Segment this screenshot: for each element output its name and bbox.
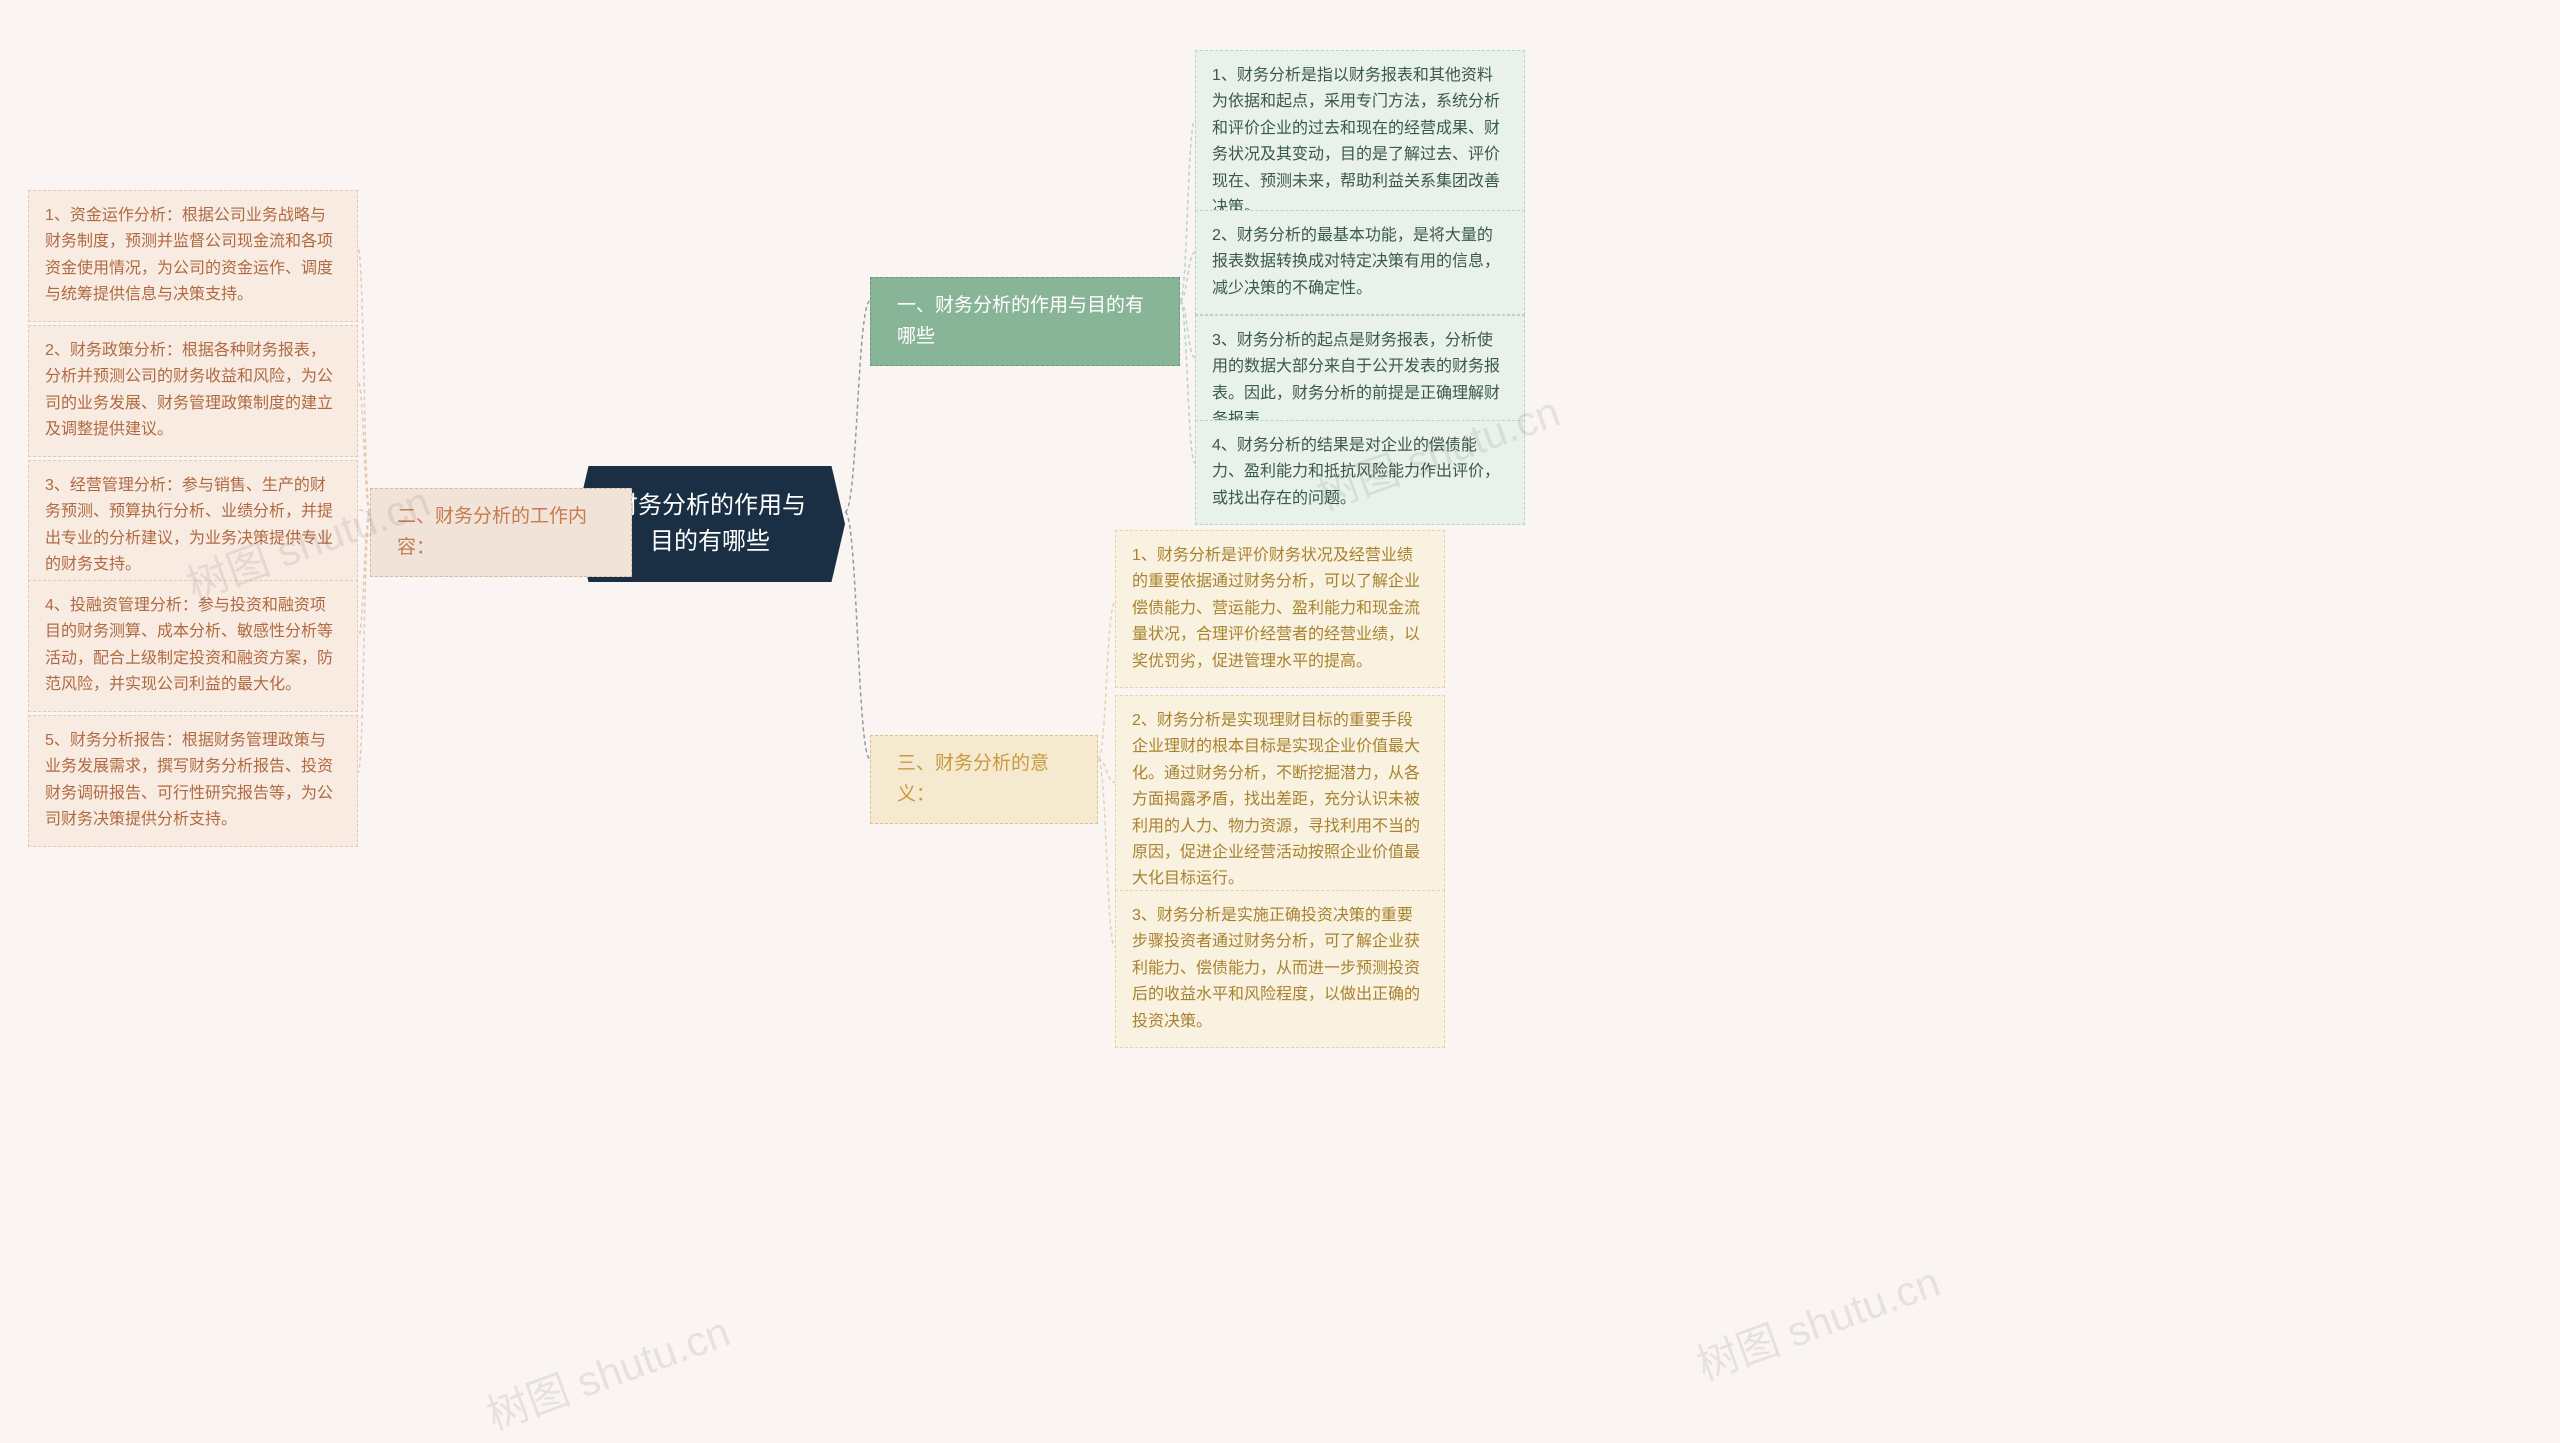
branch-node-b3: 三、财务分析的意义： (870, 735, 1098, 824)
leaf-node-b3-1: 2、财务分析是实现理财目标的重要手段企业理财的根本目标是实现企业价值最大化。通过… (1115, 695, 1445, 906)
leaf-node-b2-4: 5、财务分析报告：根据财务管理政策与业务发展需求，撰写财务分析报告、投资财务调研… (28, 715, 358, 847)
leaf-node-b1-1: 2、财务分析的最基本功能，是将大量的报表数据转换成对特定决策有用的信息，减少决策… (1195, 210, 1525, 315)
leaf-node-b3-2: 3、财务分析是实施正确投资决策的重要步骤投资者通过财务分析，可了解企业获利能力、… (1115, 890, 1445, 1048)
leaf-node-b1-3: 4、财务分析的结果是对企业的偿债能力、盈利能力和抵抗风险能力作出评价，或找出存在… (1195, 420, 1525, 525)
leaf-node-b1-0: 1、财务分析是指以财务报表和其他资料为依据和起点，采用专门方法，系统分析和评价企… (1195, 50, 1525, 234)
leaf-node-b2-1: 2、财务政策分析：根据各种财务报表，分析并预测公司的财务收益和风险，为公司的业务… (28, 325, 358, 457)
watermark: 树图 shutu.cn (1687, 1248, 1947, 1392)
branch-node-b1: 一、财务分析的作用与目的有哪些 (870, 277, 1180, 366)
branch-node-b2: 二、财务分析的工作内容： (370, 488, 632, 577)
leaf-node-b2-2: 3、经营管理分析：参与销售、生产的财务预测、预算执行分析、业绩分析，并提出专业的… (28, 460, 358, 592)
leaf-node-b2-0: 1、资金运作分析：根据公司业务战略与财务制度，预测并监督公司现金流和各项资金使用… (28, 190, 358, 322)
watermark: 树图 shutu.cn (477, 1298, 737, 1442)
leaf-node-b2-3: 4、投融资管理分析：参与投资和融资项目的财务测算、成本分析、敏感性分析等活动，配… (28, 580, 358, 712)
leaf-node-b3-0: 1、财务分析是评价财务状况及经营业绩的重要依据通过财务分析，可以了解企业偿债能力… (1115, 530, 1445, 688)
